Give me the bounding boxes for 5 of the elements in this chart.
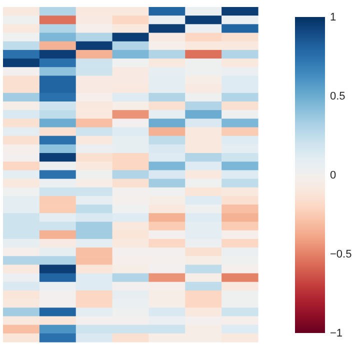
color-bar-label: −1 [330, 328, 343, 340]
color-bar-label: 0 [330, 170, 336, 182]
color-bar-label: 0.5 [330, 90, 346, 103]
color-bar-label: −0.5 [330, 248, 352, 261]
color-bar-label: 1 [330, 12, 336, 24]
